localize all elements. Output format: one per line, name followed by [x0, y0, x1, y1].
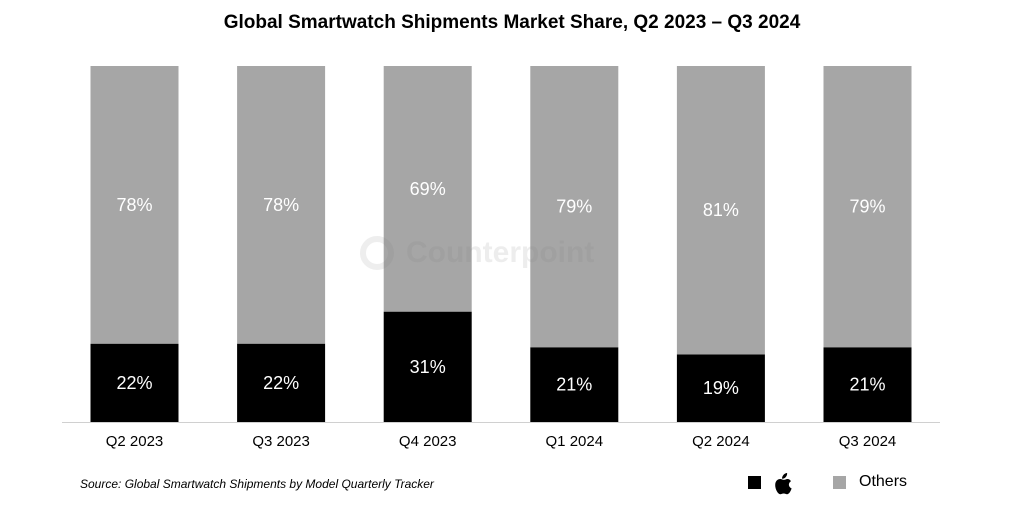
bar-others — [676, 66, 765, 355]
apple-logo-icon — [771, 469, 795, 495]
legend-swatch-apple — [748, 475, 761, 489]
bar-others — [823, 66, 912, 348]
data-label-others: 81% — [703, 200, 739, 220]
data-label-others: 78% — [263, 195, 299, 215]
data-label-apple: 31% — [410, 357, 446, 377]
data-label-apple: 21% — [556, 375, 592, 395]
bar-others — [237, 66, 326, 344]
bar-others — [383, 66, 472, 312]
data-label-apple: 19% — [703, 378, 739, 398]
legend: Others — [748, 468, 907, 496]
x-tick-label: Q2 2023 — [106, 433, 164, 450]
legend-label-others: Others — [859, 473, 908, 490]
bar-apple — [237, 343, 326, 422]
data-label-apple: 21% — [849, 375, 885, 395]
legend-swatch-others — [833, 475, 846, 489]
chart-title: Global Smartwatch Shipments Market Share… — [223, 12, 801, 33]
x-tick-label: Q1 2024 — [546, 433, 604, 450]
x-tick-label: Q2 2024 — [692, 433, 750, 450]
data-label-others: 69% — [410, 179, 446, 199]
data-label-apple: 22% — [263, 373, 299, 393]
data-label-others: 79% — [556, 197, 592, 217]
data-label-others: 79% — [849, 197, 885, 217]
bar-apple — [530, 347, 619, 422]
bar-apple — [823, 347, 912, 422]
data-label-apple: 22% — [116, 373, 152, 393]
x-tick-label: Q3 2023 — [252, 433, 310, 450]
bar-others — [530, 66, 619, 348]
bar-apple — [676, 354, 765, 422]
x-tick-label: Q4 2023 — [399, 433, 457, 450]
source-note: Source: Global Smartwatch Shipments by M… — [80, 477, 434, 491]
data-label-others: 78% — [116, 195, 152, 215]
bar-others — [90, 66, 179, 344]
x-tick-label: Q3 2024 — [839, 433, 897, 450]
bar-apple — [383, 311, 472, 422]
bar-apple — [90, 343, 179, 422]
